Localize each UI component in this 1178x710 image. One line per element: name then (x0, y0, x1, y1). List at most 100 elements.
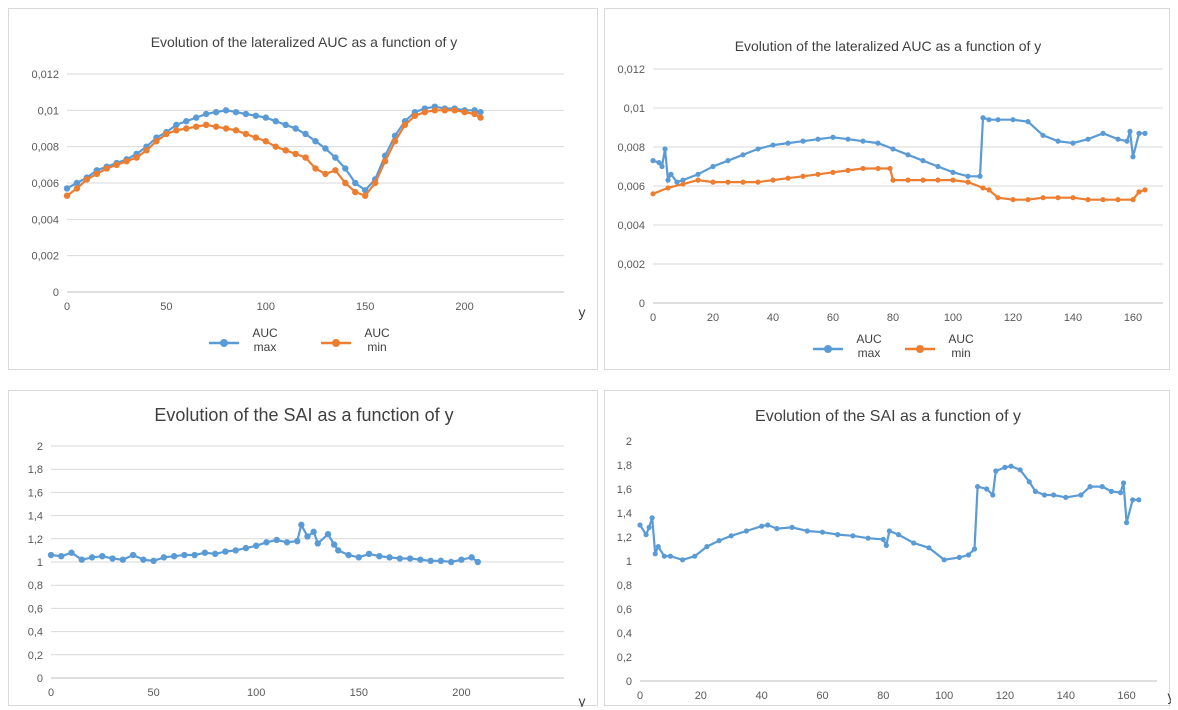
data-point (391, 138, 399, 145)
x-tick-label: 100 (935, 690, 953, 702)
data-point (845, 167, 851, 173)
y-tick-label: 1,6 (28, 487, 43, 499)
y-tick-label: 0,004 (617, 220, 645, 232)
data-point (1078, 492, 1084, 498)
data-point (830, 169, 836, 175)
data-point (1108, 488, 1114, 494)
data-point (58, 553, 65, 560)
data-point (1085, 136, 1091, 142)
data-point (362, 192, 369, 199)
y-tick-label: 1,6 (617, 484, 632, 496)
x-tick-label: 0 (650, 312, 656, 324)
data-point (252, 112, 260, 119)
data-point (926, 545, 932, 551)
x-tick-label: 60 (827, 312, 839, 324)
data-point (800, 138, 806, 144)
data-point (710, 179, 716, 185)
legend-label: AUC max (252, 326, 278, 354)
data-point (941, 557, 947, 563)
data-point (965, 173, 971, 179)
data-point (815, 171, 821, 177)
y-tick-label: 0,4 (28, 627, 43, 639)
data-point (332, 167, 339, 174)
data-point (1041, 492, 1048, 498)
series-line (639, 465, 1139, 561)
data-point (659, 163, 665, 170)
data-point (129, 551, 137, 559)
data-point (740, 179, 746, 185)
chart-title: Evolution of the SAI as a function of y (154, 405, 453, 425)
data-point (282, 147, 289, 154)
data-point (655, 544, 661, 550)
chart-panel-sai-right: Evolution of the SAI as a function of y 0… (604, 390, 1172, 706)
data-point (232, 547, 239, 554)
data-point (935, 177, 941, 183)
data-point (1130, 497, 1136, 503)
data-point (193, 114, 200, 121)
data-point (650, 191, 656, 197)
y-tick-label: 0 (639, 298, 645, 310)
data-point (312, 138, 319, 145)
data-point (133, 154, 140, 161)
data-point (890, 177, 896, 183)
data-point (835, 532, 841, 538)
y-tick-label: 0,2 (28, 650, 43, 662)
x-axis-label: y (1168, 688, 1172, 704)
data-point (140, 556, 147, 563)
data-point (272, 143, 279, 150)
data-point (282, 121, 289, 129)
y-tick-label: 1,4 (617, 508, 632, 520)
data-point (73, 179, 81, 187)
data-point (99, 553, 106, 560)
y-tick-label: 0,008 (31, 142, 59, 154)
data-point (1040, 195, 1046, 201)
data-point (800, 173, 806, 179)
data-point (143, 147, 150, 154)
data-point (386, 554, 393, 561)
data-point (905, 152, 911, 158)
data-point (875, 165, 881, 172)
data-point (1124, 138, 1130, 144)
chart-panel-auc-right: Evolution of the lateralized AUC as a fu… (604, 8, 1170, 370)
data-point (202, 121, 210, 129)
x-tick-label: 140 (1057, 690, 1075, 702)
data-point (193, 123, 200, 130)
data-point (679, 557, 686, 563)
data-point (728, 533, 734, 539)
data-point (113, 161, 120, 169)
data-point (1010, 197, 1016, 203)
data-point (1085, 197, 1091, 203)
data-point (965, 552, 972, 558)
data-point (191, 551, 198, 559)
data-point (774, 526, 780, 532)
data-point (665, 185, 671, 191)
data-point (980, 115, 986, 121)
x-tick-label: 200 (452, 687, 470, 699)
data-point (1115, 197, 1121, 203)
y-tick-label: 0,012 (31, 69, 59, 81)
chart-panel-auc-left: Evolution of the lateralized AUC as a fu… (8, 8, 598, 370)
data-point (73, 185, 81, 192)
data-point (381, 158, 389, 165)
y-tick-label: 1,8 (28, 464, 43, 476)
data-point (153, 138, 160, 145)
data-point (242, 544, 250, 552)
data-point (103, 165, 110, 172)
data-point (201, 549, 209, 556)
data-point (1040, 132, 1046, 138)
y-tick-label: 0,01 (624, 103, 645, 115)
data-point (986, 187, 992, 193)
data-point (451, 107, 458, 114)
y-tick-label: 0,01 (38, 105, 59, 117)
data-point (431, 107, 438, 114)
data-point (332, 154, 339, 161)
x-tick-label: 120 (996, 690, 1014, 702)
data-point (1100, 130, 1106, 136)
data-point (352, 188, 359, 196)
data-point (1087, 484, 1093, 490)
y-tick-label: 2 (37, 441, 43, 453)
data-point (63, 185, 71, 192)
data-point (860, 138, 866, 144)
data-point (371, 179, 379, 187)
data-point (1115, 136, 1121, 142)
